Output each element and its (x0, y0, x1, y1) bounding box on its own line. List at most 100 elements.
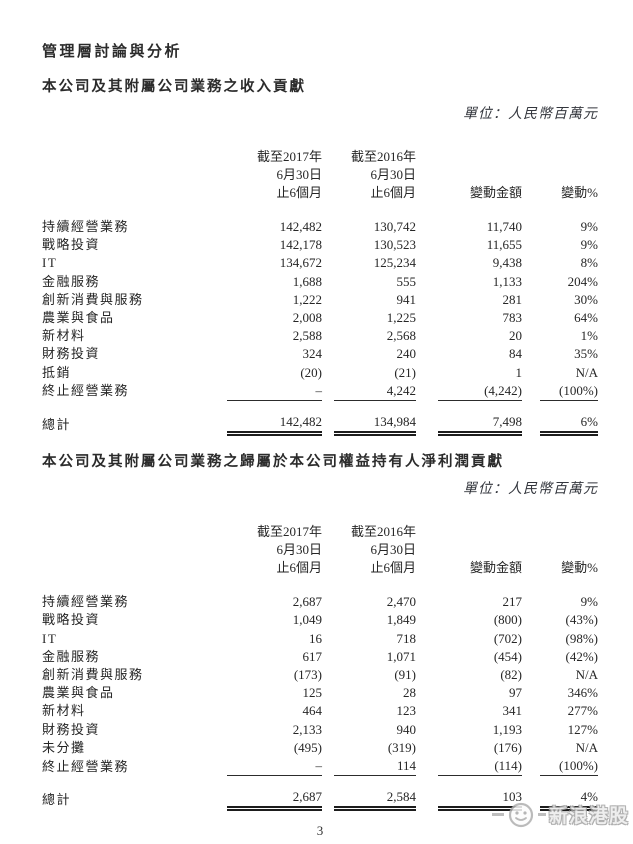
row-value: 4,242 (334, 381, 416, 402)
section-heading: 本公司及其附屬公司業務之收入貢獻 (42, 79, 306, 95)
col-header-change-pct: 變動% (540, 148, 598, 202)
total-value: 134,984 (334, 413, 416, 437)
header-line: 6月30日 (370, 167, 416, 182)
report-section: 本公司及其附屬公司業務之收入貢獻 單位：人民幣百萬元 截至2017年 6月30日止… (42, 78, 598, 437)
col-gap (416, 327, 438, 345)
section-heading: 本公司及其附屬公司業務之歸屬於本公司權益持有人淨利潤貢獻 (42, 454, 504, 471)
total-value: 2,584 (334, 788, 416, 812)
watermark-dash-icon (537, 813, 546, 816)
row-value: 941 (396, 291, 417, 307)
col-gap (416, 593, 438, 611)
header-line: 截至2017年 (256, 524, 322, 540)
row-value: 125,234 (373, 255, 416, 271)
row-value: 324 (302, 346, 323, 362)
header-line: 變動金額 (469, 185, 522, 200)
row-value: 134,672 (279, 255, 322, 271)
col-gap (322, 739, 334, 757)
col-gap (522, 148, 540, 202)
row-value: 464 (302, 703, 323, 719)
row-value: 2,568 (386, 328, 416, 344)
col-gap (416, 345, 438, 363)
financial-table: 截至2017年 6月30日 止6個月 截至2016年 6月30日 止6個月 變動金額 變… (42, 523, 598, 812)
table-row: 金融服務 1,688 555 1,133 204% (42, 273, 598, 291)
row-value: (82) (500, 667, 522, 683)
header-label-spacer (42, 148, 227, 202)
row-value: 718 (396, 630, 417, 646)
header-line: 變動金額 (469, 560, 522, 576)
row-value: 2,133 (292, 721, 322, 737)
total-value: 7,498 (438, 413, 522, 437)
col-gap (522, 291, 540, 309)
col-gap (522, 702, 540, 720)
row-value: (454) (493, 648, 522, 664)
col-gap (322, 413, 334, 434)
row-value: 2,008 (292, 310, 322, 326)
col-gap (416, 364, 438, 382)
row-value: – (227, 381, 322, 402)
watermark-dash-icon (491, 813, 504, 816)
table-row: 抵銷 (20) (21) 1 N/A (42, 364, 598, 382)
row-value: 9% (580, 594, 598, 610)
col-gap (322, 611, 334, 629)
header-row: 截至2017年 6月30日 止6個月 截至2016年 6月30日 止6個月 變動金額 變… (42, 148, 598, 202)
row-value: 114 (334, 757, 416, 777)
col-gap (322, 327, 334, 345)
watermark: 新浪港股 (491, 801, 629, 828)
row-label: 財務投資 (42, 346, 101, 362)
row-label: 戰略投資 (42, 237, 101, 253)
row-value: N/A (575, 364, 598, 380)
col-gap (522, 254, 540, 272)
col-gap (416, 788, 438, 809)
col-header-2017: 截至2017年 6月30日 止6個月 (227, 148, 322, 202)
col-gap (322, 291, 334, 309)
row-value: 30% (574, 291, 598, 307)
col-gap (522, 218, 540, 236)
row-label: 終止經營業務 (42, 758, 130, 774)
row-value: (702) (493, 630, 522, 646)
col-gap (522, 721, 540, 739)
row-value: 281 (502, 291, 523, 307)
row-value: 1,071 (386, 648, 416, 664)
row-label: 持續經營業務 (42, 219, 130, 234)
col-gap (416, 148, 438, 202)
row-label: 創新消費與服務 (42, 667, 144, 683)
col-gap (416, 236, 438, 254)
row-value: 9% (580, 237, 598, 253)
table-row: 創新消費與服務 1,222 941 281 30% (42, 291, 598, 309)
row-value: N/A (575, 739, 598, 755)
table-row: 持續經營業務 142,482 130,742 11,740 9% (42, 218, 598, 236)
row-value: 2,687 (292, 594, 322, 610)
report-section: 本公司及其附屬公司業務之歸屬於本公司權益持有人淨利潤貢獻 單位：人民幣百萬元 截… (42, 453, 598, 812)
col-header-2016: 截至2016年 6月30日 止6個月 (334, 523, 416, 577)
col-gap (416, 611, 438, 629)
col-gap (322, 702, 334, 720)
row-value: 346% (567, 685, 598, 701)
col-gap (322, 309, 334, 327)
row-label: 抵銷 (42, 364, 72, 380)
col-gap (322, 218, 334, 236)
row-value: 2,470 (386, 594, 416, 610)
col-gap (416, 254, 438, 272)
col-gap (522, 364, 540, 382)
row-value: 341 (502, 703, 523, 719)
row-value: – (227, 757, 322, 777)
page-title: 管理層討論與分析 (42, 44, 183, 60)
header-label-spacer (42, 523, 227, 577)
col-gap (322, 364, 334, 382)
col-gap (522, 666, 540, 684)
row-label: 戰略投資 (42, 612, 101, 628)
row-label: 農業與食品 (42, 685, 115, 701)
row-label: 農業與食品 (42, 310, 115, 326)
total-label: 總計 (42, 791, 72, 807)
header-line: 6月30日 (276, 542, 322, 558)
col-gap (522, 593, 540, 611)
table-row: 創新消費與服務 (173) (91) (82) N/A (42, 666, 598, 684)
spacer-row (42, 577, 598, 593)
row-value: 555 (396, 273, 417, 289)
header-line: 變動% (561, 560, 598, 576)
row-label: 創新消費與服務 (42, 291, 144, 307)
col-gap (522, 327, 540, 345)
row-value: 130,742 (373, 219, 416, 234)
col-header-2016: 截至2016年 6月30日 止6個月 (334, 148, 416, 202)
table-row: 持續經營業務 2,687 2,470 217 9% (42, 593, 598, 611)
